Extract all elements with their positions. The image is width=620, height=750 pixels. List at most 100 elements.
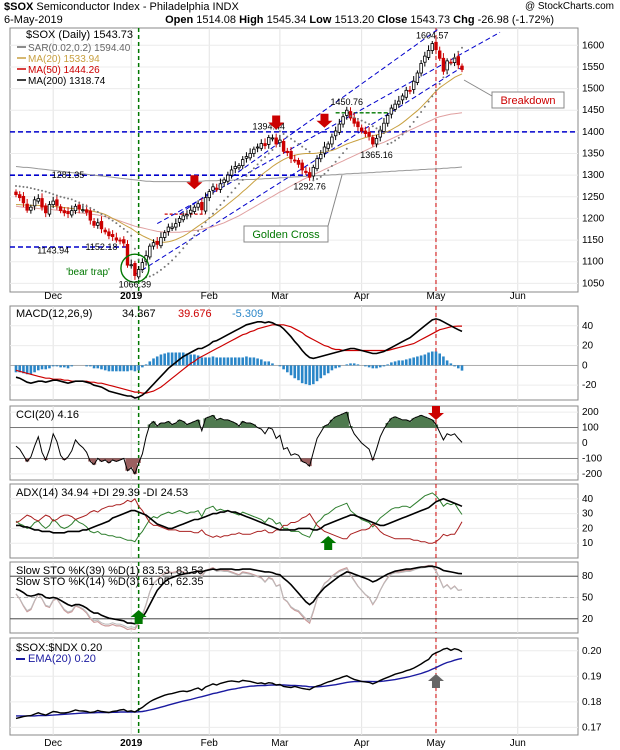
candle-body	[285, 150, 290, 154]
macd-histogram-bar	[144, 364, 148, 366]
price-y-tick-label: 1150	[582, 235, 604, 246]
sar-dot	[382, 131, 385, 134]
macd-histogram-bar	[204, 357, 207, 366]
candle-body	[44, 205, 48, 214]
sar-dot	[15, 184, 17, 187]
sar-dot	[74, 200, 77, 203]
macd-histogram-bar	[278, 365, 282, 367]
macd-histogram-bar	[189, 354, 192, 366]
exchange: INDX	[212, 1, 239, 13]
sar-dot	[122, 227, 125, 230]
macd-histogram-bar	[48, 365, 51, 369]
candle-body	[337, 123, 342, 133]
sar-dot	[401, 133, 404, 136]
candle-body	[281, 140, 286, 152]
x-tick-label-bottom: 2019	[120, 738, 143, 749]
sar-dot	[133, 247, 136, 250]
macd-histogram-bar	[382, 365, 386, 367]
sar-dot	[338, 156, 341, 159]
x-tick-label-price: Mar	[271, 291, 289, 302]
candle-body	[430, 43, 434, 51]
sar-dot	[152, 273, 155, 276]
candle-body	[330, 136, 334, 145]
sar-dot	[293, 140, 296, 143]
macd-histogram-bar	[259, 359, 263, 366]
low-label: Low	[309, 14, 332, 26]
candle-body	[460, 65, 464, 70]
candle-body	[166, 226, 171, 232]
sar-dot	[197, 229, 200, 232]
macd-histogram-bar	[66, 365, 70, 369]
macd-histogram-bar	[453, 365, 456, 367]
candle-body	[348, 111, 353, 119]
adx-y-tick-label: 20	[582, 523, 594, 534]
candle-body	[140, 262, 145, 270]
macd-histogram-bar	[304, 365, 308, 385]
macd-histogram-bar	[449, 363, 453, 366]
sar-dot	[375, 127, 378, 130]
price-y-tick-label: 1100	[582, 257, 604, 268]
sar-dot	[286, 135, 289, 138]
sar-dot	[211, 212, 214, 215]
sar-dot	[316, 178, 319, 181]
adx-y-tick-label: 40	[582, 494, 594, 505]
sar-dot	[446, 69, 449, 72]
candle-body	[129, 264, 133, 267]
x-tick-label-price: May	[427, 291, 446, 302]
candle-body	[237, 165, 241, 169]
sar-dot	[171, 259, 174, 262]
macd-histogram-bar	[345, 364, 349, 366]
candle-body	[434, 41, 438, 51]
candle-body	[389, 107, 394, 115]
candle-body	[18, 194, 22, 199]
candle-body	[211, 186, 215, 191]
candle-body	[359, 127, 364, 132]
candle-body	[222, 179, 226, 183]
candle-body	[393, 103, 397, 110]
sar-dot	[55, 194, 58, 197]
sar-dot	[63, 196, 66, 199]
candle-body	[259, 143, 264, 149]
sar-dot	[290, 137, 293, 140]
macd-histogram-bar	[14, 365, 18, 373]
sar-dot	[200, 225, 203, 228]
macd-histogram-bar	[312, 365, 315, 385]
macd-histogram-bar	[315, 365, 319, 382]
candle-body	[185, 214, 189, 217]
sar-dot	[323, 172, 326, 175]
macd-histogram-bar	[367, 365, 371, 368]
sar-dot	[223, 199, 226, 202]
macd-histogram-bar	[297, 365, 300, 381]
price-annotation-label: 1292.76	[293, 181, 326, 191]
price-annotation-label: 1394.44	[252, 121, 285, 131]
candle-body	[77, 204, 81, 210]
sar-dot	[130, 234, 133, 237]
sar-dot	[252, 167, 255, 170]
sox-ndx-ratio-line	[15, 647, 463, 720]
macd-y-tick-label: -20	[582, 380, 597, 391]
sar-dot	[104, 215, 107, 218]
sar-dot	[159, 268, 162, 271]
macd-histogram-bar	[412, 357, 415, 366]
candle-body	[110, 234, 115, 238]
candle-body	[333, 130, 338, 137]
sar-dot	[271, 149, 274, 152]
sar-dot	[312, 179, 315, 182]
macd-histogram-bar	[252, 357, 256, 366]
sar-dot	[219, 204, 222, 207]
stochastics-y-tick-label: 20	[582, 614, 594, 625]
macd-histogram-bar	[148, 361, 152, 366]
macd-histogram-bar	[18, 365, 22, 373]
macd-histogram-bar	[29, 365, 33, 375]
macd-histogram-bar	[118, 365, 122, 372]
price-y-tick-label: 1200	[582, 213, 605, 224]
ema20-legend-label: EMA(20) 0.20	[28, 653, 96, 665]
macd-histogram-bar	[33, 365, 36, 373]
macd-histogram-bar	[323, 365, 326, 376]
candle-body	[311, 166, 316, 177]
sar-dot	[185, 242, 188, 245]
macd-histogram-bar	[159, 354, 163, 366]
candle-body	[263, 143, 267, 147]
sar-dot	[349, 115, 352, 118]
